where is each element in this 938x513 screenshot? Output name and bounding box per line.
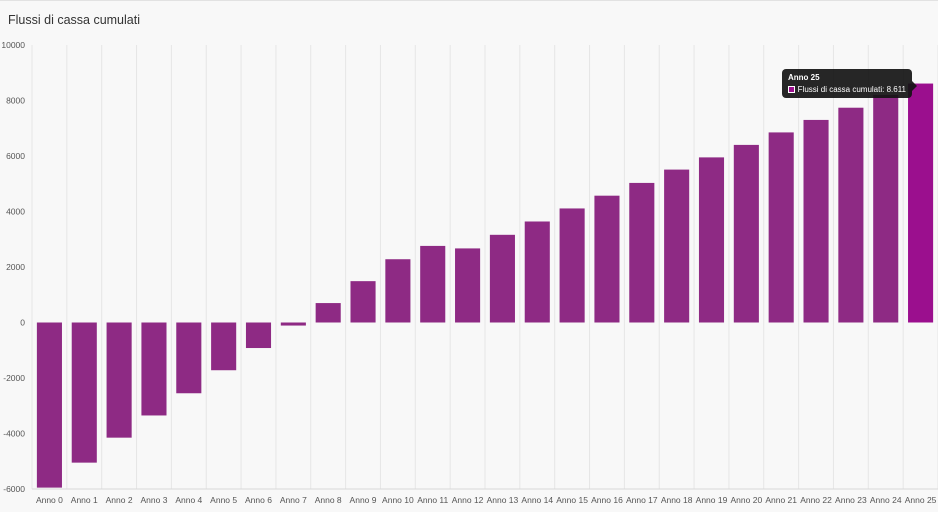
bar	[176, 322, 202, 394]
y-tick-label: 10000	[1, 40, 25, 50]
bar	[280, 322, 306, 326]
x-tick-label: Anno 10	[382, 495, 414, 505]
y-tick-label: 4000	[6, 207, 25, 217]
bar	[768, 132, 794, 323]
y-tick-label: -4000	[3, 429, 25, 439]
x-tick-label: Anno 15	[556, 495, 588, 505]
bar	[803, 119, 829, 323]
x-tick-label: Anno 24	[870, 495, 902, 505]
chart-tooltip: Anno 25 Flussi di cassa cumulati: 8.611	[782, 69, 917, 98]
x-tick-label: Anno 8	[315, 495, 342, 505]
bar	[141, 322, 167, 416]
x-tick-label: Anno 17	[626, 495, 658, 505]
x-tick-label: Anno 5	[210, 495, 237, 505]
y-tick-label: 6000	[6, 151, 25, 161]
bar	[71, 322, 97, 463]
bar	[315, 303, 341, 323]
tooltip-text: Flussi di cassa cumulati: 8.611	[797, 85, 906, 94]
bar	[36, 322, 62, 488]
x-tick-label: Anno 3	[140, 495, 167, 505]
bar	[873, 94, 899, 323]
y-tick-label: -2000	[3, 373, 25, 383]
x-tick-label: Anno 20	[731, 495, 763, 505]
x-tick-label: Anno 11	[417, 495, 448, 505]
x-tick-label: Anno 13	[487, 495, 519, 505]
x-tick-label: Anno 1	[71, 495, 98, 505]
bar	[908, 83, 934, 323]
tooltip-swatch	[788, 86, 795, 93]
x-tick-label: Anno 2	[106, 495, 133, 505]
x-tick-label: Anno 0	[36, 495, 63, 505]
x-tick-label: Anno 22	[800, 495, 832, 505]
x-tick-label: Anno 9	[350, 495, 377, 505]
x-tick-label: Anno 18	[661, 495, 693, 505]
bar	[733, 144, 759, 323]
bar	[245, 322, 272, 349]
tooltip-arrow	[912, 81, 917, 91]
x-tick-label: Anno 19	[696, 495, 728, 505]
bar	[664, 169, 690, 323]
x-tick-label: Anno 23	[835, 495, 867, 505]
bar	[106, 322, 132, 438]
x-tick-label: Anno 25	[905, 495, 937, 505]
bar	[524, 221, 550, 323]
bar	[838, 107, 864, 323]
x-tick-label: Anno 14	[521, 495, 553, 505]
bar	[594, 195, 620, 323]
bar	[420, 245, 446, 323]
bar	[350, 281, 376, 323]
bar	[559, 208, 585, 323]
x-tick-label: Anno 7	[280, 495, 307, 505]
x-tick-label: Anno 21	[765, 495, 797, 505]
bar	[489, 234, 515, 323]
x-tick-label: Anno 12	[452, 495, 484, 505]
y-tick-label: 2000	[6, 262, 25, 272]
tooltip-title: Anno 25	[788, 73, 820, 82]
x-tick-label: Anno 4	[175, 495, 202, 505]
y-tick-label: 8000	[6, 96, 25, 106]
chart-title: Flussi di cassa cumulati	[8, 13, 140, 27]
bar	[385, 259, 411, 323]
x-tick-label: Anno 16	[591, 495, 623, 505]
bar	[629, 182, 655, 323]
y-tick-label: 0	[20, 318, 25, 328]
bar	[455, 248, 481, 323]
bar	[211, 322, 237, 371]
bar	[698, 157, 725, 323]
x-tick-label: Anno 6	[245, 495, 272, 505]
y-tick-label: -6000	[3, 484, 25, 494]
